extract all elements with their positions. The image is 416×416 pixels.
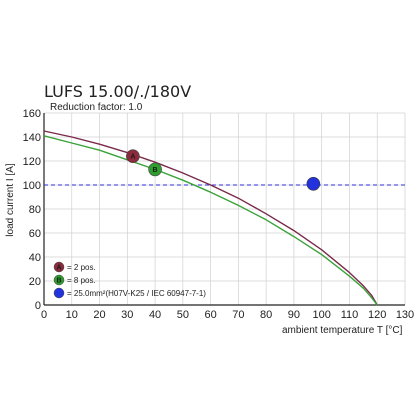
chart-title: LUFS 15.00/./180V	[44, 82, 191, 101]
series-group	[43, 130, 378, 306]
x-tick-label: 90	[288, 309, 300, 321]
y-tick-label: 120	[23, 156, 41, 168]
x-tick-label: 120	[368, 309, 386, 321]
x-axis-label: ambient temperature T [°C]	[282, 325, 403, 336]
marker-b	[148, 162, 162, 177]
x-tick-label: 70	[232, 309, 244, 321]
x-tick-label: 20	[93, 309, 105, 321]
x-tick-label: 30	[121, 309, 133, 321]
series-line-1	[43, 130, 378, 306]
legend: A = 2 pos. B = 8 pos. = 25.0mm²(H07V-K25 / I…	[53, 261, 206, 299]
legend-symbol-label-2: B	[56, 277, 61, 284]
legend-entry-3: = 25.0mm²(H07V-K25 / IEC 60947-7-1)	[67, 289, 206, 298]
x-tick-label: 10	[66, 309, 78, 321]
y-tick-label: 0	[35, 300, 41, 312]
legend-symbol-label-1: A	[56, 264, 61, 271]
marker-label-b: B	[153, 167, 158, 174]
grid	[43, 112, 406, 306]
x-tick-label: 60	[204, 309, 216, 321]
y-tick-label: 20	[29, 276, 41, 288]
x-tick-label: 100	[313, 309, 331, 321]
y-axis-label: load current I [A]	[5, 163, 16, 237]
legend-entry-2: = 8 pos.	[67, 276, 96, 285]
x-tick-label: 110	[341, 309, 359, 321]
y-tick-label: 140	[23, 132, 41, 144]
marker-label-a: A	[130, 154, 135, 161]
x-tick-label: 0	[41, 309, 47, 321]
axes	[43, 113, 405, 306]
markers-group: AB	[126, 149, 321, 191]
y-tick-label: 40	[29, 252, 41, 264]
legend-symbol-1	[53, 261, 65, 273]
series-line-2	[43, 135, 378, 306]
tick-labels: 0 10 20 30 40 50 60 70 80 90 100 110 120 130 0 20 40 60 80…	[23, 108, 415, 321]
legend-symbol-3	[53, 287, 65, 299]
chart-subtitle: Reduction factor: 1.0	[50, 102, 143, 113]
y-tick-label: 100	[23, 180, 41, 192]
x-tick-label: 50	[177, 309, 189, 321]
x-tick-label: 80	[260, 309, 272, 321]
legend-symbol-2	[53, 274, 65, 286]
y-tick-label: 80	[29, 204, 41, 216]
marker-25mm	[306, 177, 321, 191]
y-tick-label: 160	[23, 108, 41, 120]
legend-entry-1: = 2 pos.	[67, 263, 96, 272]
x-tick-label: 40	[149, 309, 161, 321]
y-tick-label: 60	[29, 228, 41, 240]
marker-a	[126, 149, 140, 163]
x-tick-label: 130	[396, 309, 414, 321]
